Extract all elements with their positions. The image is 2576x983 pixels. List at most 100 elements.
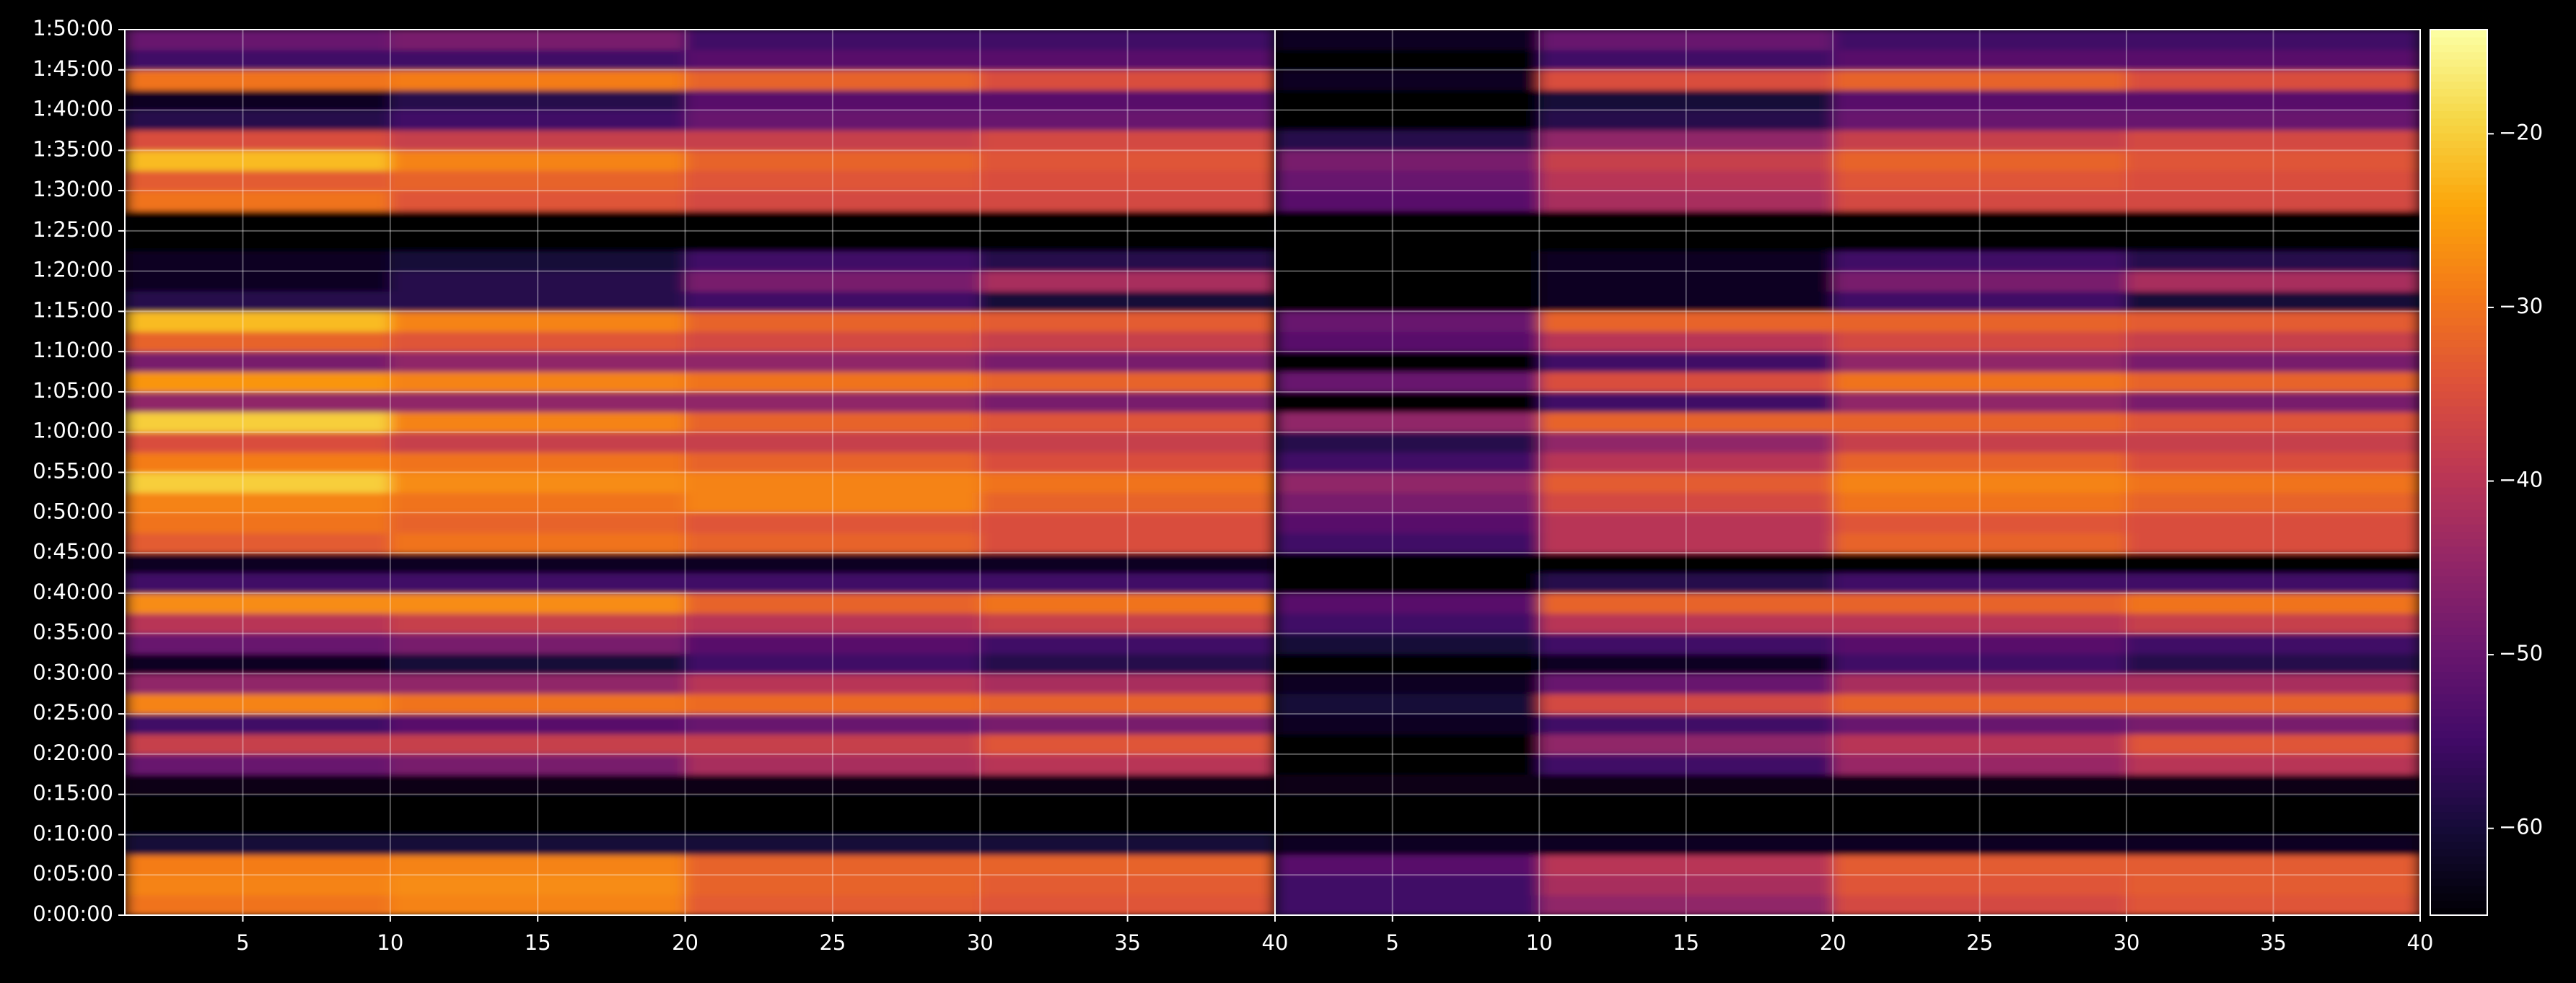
colorbar-step <box>2430 502 2487 510</box>
heatmap-cell <box>2126 150 2420 171</box>
heatmap-cell <box>125 331 391 352</box>
heatmap-cell <box>1275 191 1540 211</box>
heatmap-cell <box>390 472 686 493</box>
heatmap-cell <box>1539 170 1834 191</box>
heatmap-cell <box>2126 311 2420 332</box>
colorbar-step <box>2430 893 2487 901</box>
heatmap-cell <box>980 372 1275 393</box>
heatmap-cell <box>1539 814 1834 835</box>
colorbar-step <box>2430 346 2487 355</box>
x-tick-label: 40 <box>2407 930 2434 955</box>
heatmap-cell <box>390 734 686 755</box>
heatmap-cell <box>1275 291 1540 312</box>
heatmap-cell <box>1539 311 1834 332</box>
heatmap-cell <box>390 714 686 735</box>
heatmap-cell <box>125 452 391 473</box>
colorbar-step <box>2430 531 2487 540</box>
colorbar-step <box>2430 546 2487 554</box>
heatmap-cell <box>1275 855 1540 875</box>
colorbar-step <box>2430 191 2487 200</box>
heatmap-cell <box>1539 191 1834 211</box>
heatmap-cell <box>685 694 981 715</box>
heatmap-cell <box>685 794 981 816</box>
heatmap-cell <box>390 895 686 915</box>
y-tick-label: 1:20:00 <box>32 258 113 282</box>
heatmap-cell <box>1833 49 2127 71</box>
heatmap-cell <box>125 593 391 614</box>
heatmap-cell <box>1833 895 2127 915</box>
heatmap-cell <box>390 814 686 835</box>
heatmap-cell <box>685 875 981 896</box>
colorbar-step <box>2430 479 2487 488</box>
heatmap-cell <box>125 432 391 453</box>
colorbar-step <box>2430 170 2487 178</box>
heatmap-cell <box>2126 230 2420 252</box>
colorbar-step <box>2430 376 2487 385</box>
heatmap-cell <box>980 49 1275 71</box>
colorbar-step <box>2430 848 2487 857</box>
heatmap-cell <box>1275 89 1540 111</box>
heatmap-cell <box>1833 753 2127 775</box>
heatmap-cell <box>125 210 391 232</box>
heatmap-cell <box>1833 250 2127 272</box>
heatmap-cell <box>390 492 686 513</box>
heatmap-cell <box>980 291 1275 312</box>
colorbar-step <box>2430 458 2487 466</box>
colorbar-step <box>2430 524 2487 532</box>
heatmap-cell <box>1539 130 1834 151</box>
heatmap-cell <box>390 774 686 795</box>
heatmap-cell <box>980 553 1275 574</box>
colorbar-step <box>2430 450 2487 458</box>
colorbar-step <box>2430 605 2487 613</box>
y-tick-label: 1:40:00 <box>32 97 113 121</box>
colorbar-tick-label: −60 <box>2499 815 2543 839</box>
heatmap-cell <box>1539 753 1834 775</box>
heatmap-cell <box>980 170 1275 191</box>
heatmap-cell <box>685 572 981 594</box>
y-tick-label: 0:20:00 <box>32 740 113 765</box>
heatmap-cell <box>125 230 391 252</box>
colorbar-step <box>2430 81 2487 89</box>
heatmap-cell <box>125 533 391 554</box>
heatmap-cell <box>1833 110 2127 131</box>
heatmap-cell <box>390 613 686 634</box>
heatmap-cell <box>1539 452 1834 473</box>
heatmap-cell <box>125 673 391 694</box>
heatmap-cell <box>390 834 686 855</box>
colorbar-step <box>2430 634 2487 643</box>
colorbar-step <box>2430 730 2487 739</box>
heatmap-cell <box>1833 834 2127 855</box>
heatmap-cell <box>685 170 981 191</box>
heatmap-panel <box>125 30 1275 915</box>
heatmap-cell <box>390 875 686 896</box>
colorbar-step <box>2430 383 2487 392</box>
colorbar-step <box>2430 133 2487 141</box>
heatmap-cell <box>125 311 391 332</box>
heatmap-cell <box>1539 694 1834 715</box>
heatmap-cell <box>2126 271 2420 292</box>
heatmap-cell <box>685 593 981 614</box>
x-tick-label: 15 <box>525 930 551 955</box>
colorbar-step <box>2430 878 2487 886</box>
heatmap-cell <box>1833 633 2127 654</box>
heatmap-cell <box>685 150 981 171</box>
heatmap-cell <box>125 753 391 775</box>
colorbar-step <box>2430 678 2487 687</box>
y-tick-label: 1:50:00 <box>32 16 113 40</box>
heatmap-cell <box>1275 30 1540 51</box>
heatmap-cell <box>1275 210 1540 232</box>
heatmap-cell <box>685 472 981 493</box>
heatmap-cell <box>125 170 391 191</box>
x-tick-label: 5 <box>1386 930 1399 955</box>
colorbar-step <box>2430 354 2487 362</box>
heatmap-cell <box>390 230 686 252</box>
heatmap-cell <box>125 553 391 574</box>
colorbar-step <box>2430 221 2487 230</box>
heatmap-cell <box>1275 753 1540 775</box>
heatmap-cell <box>685 834 981 855</box>
colorbar-step <box>2430 199 2487 207</box>
colorbar-step <box>2430 103 2487 112</box>
y-tick-label: 0:00:00 <box>32 901 113 926</box>
colorbar-step <box>2430 413 2487 421</box>
heatmap-cell <box>1833 512 2127 533</box>
